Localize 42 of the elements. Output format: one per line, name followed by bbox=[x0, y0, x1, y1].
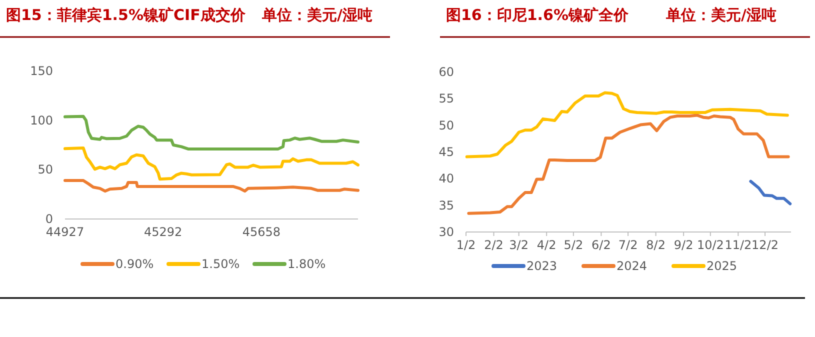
x-tick-label: 3/2 bbox=[509, 238, 528, 252]
y-tick-label: 60 bbox=[438, 65, 454, 79]
y-tick-label: 50 bbox=[38, 162, 53, 177]
x-tick-label: 45292 bbox=[144, 225, 182, 239]
line-series bbox=[465, 91, 789, 158]
x-tick-label: 12/2 bbox=[752, 238, 779, 252]
legend-label: 2023 bbox=[526, 259, 558, 273]
x-tick-label: 2/2 bbox=[484, 238, 504, 252]
y-tick-label: 45 bbox=[438, 145, 454, 159]
y-tick-label: 0 bbox=[45, 212, 53, 226]
line-series bbox=[64, 179, 360, 193]
chart-subtitle: 单位：美元/湿吨 bbox=[665, 6, 776, 24]
chart-title: 图15：菲律宾1.5%镍矿CIF成交价 bbox=[6, 6, 246, 24]
legend-label: 1.50% bbox=[202, 257, 240, 271]
chart-subtitle: 单位：美元/湿吨 bbox=[261, 6, 372, 24]
x-tick-label: 11/2 bbox=[724, 238, 752, 252]
x-tick-label: 44927 bbox=[46, 225, 84, 239]
legend-label: 0.90% bbox=[116, 257, 154, 271]
line-series bbox=[749, 180, 792, 206]
y-tick-label: 40 bbox=[438, 172, 454, 186]
legend-label: 2025 bbox=[706, 259, 738, 273]
x-tick-label: 7/2 bbox=[618, 238, 638, 252]
x-tick-label: 6/2 bbox=[592, 238, 611, 252]
chart-title: 图16：印尼1.6%镍矿全价 bbox=[446, 6, 630, 24]
legend-label: 1.80% bbox=[288, 257, 326, 271]
y-tick-label: 30 bbox=[438, 225, 454, 239]
y-tick-label: 150 bbox=[30, 64, 53, 78]
y-tick-label: 35 bbox=[438, 198, 454, 212]
x-tick-label: 8/2 bbox=[646, 238, 666, 252]
line-series bbox=[64, 146, 360, 181]
x-tick-label: 9/2 bbox=[674, 238, 694, 252]
y-tick-label: 100 bbox=[30, 113, 53, 128]
x-tick-label: 1/2 bbox=[456, 238, 476, 252]
legend-label: 2024 bbox=[616, 259, 648, 273]
line-series bbox=[467, 114, 790, 215]
line-series bbox=[64, 114, 360, 150]
y-tick-label: 50 bbox=[438, 118, 454, 132]
x-tick-label: 10/2 bbox=[696, 238, 724, 252]
x-tick-label: 45658 bbox=[242, 225, 281, 239]
y-tick-label: 55 bbox=[438, 92, 454, 106]
x-tick-label: 5/2 bbox=[564, 238, 584, 252]
x-tick-label: 4/2 bbox=[536, 238, 556, 252]
